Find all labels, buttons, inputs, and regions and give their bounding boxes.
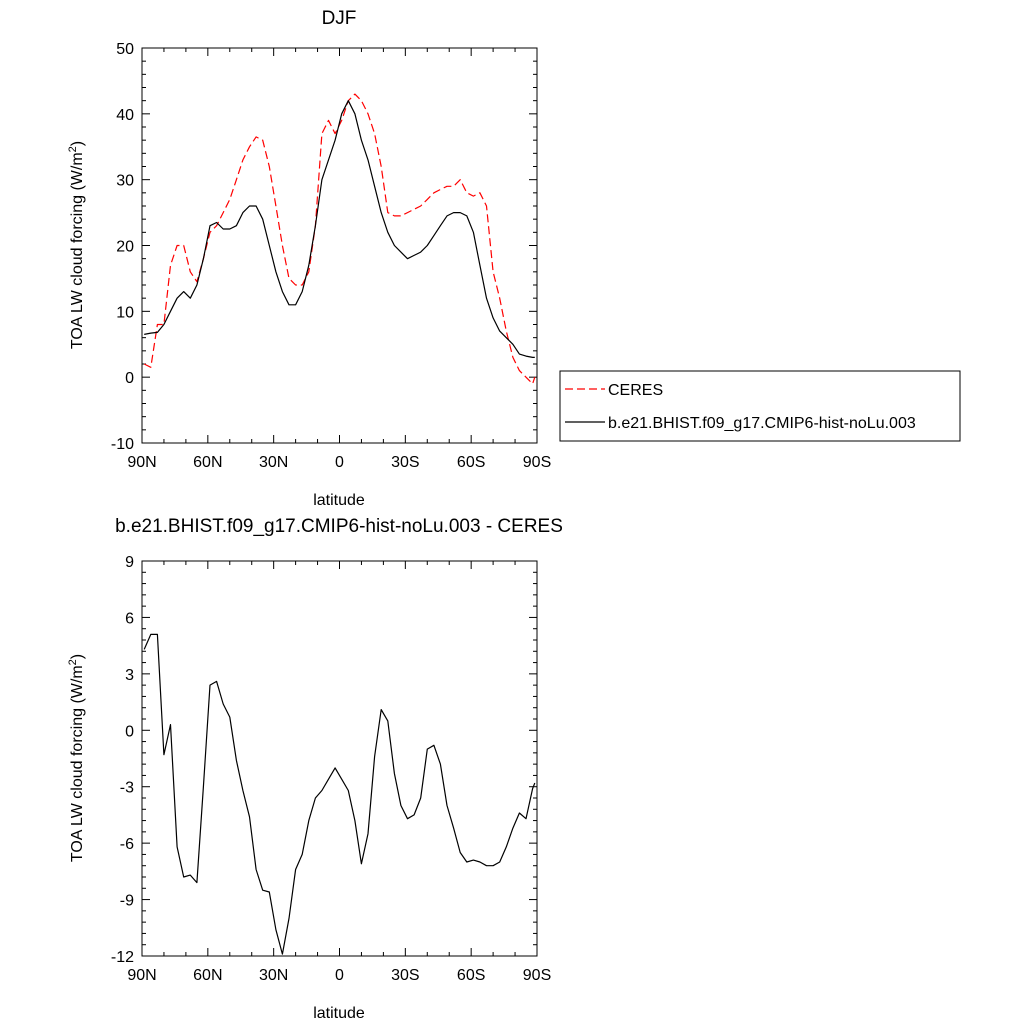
top-y-tick-label: -10	[111, 436, 134, 453]
legend: CERES b.e21.BHIST.f09_g17.CMIP6-hist-noL…	[559, 370, 961, 442]
top-series-line-1	[144, 100, 535, 358]
bottom-panel: b.e21.BHIST.f09_g17.CMIP6-hist-noLu.003 …	[67, 516, 563, 1022]
bottom-y-axis-label: TOA LW cloud forcing (W/m2)	[67, 654, 86, 862]
top-x-tick-label: 60N	[193, 454, 222, 471]
bottom-x-tick-label: 90N	[127, 967, 156, 984]
bottom-y-tick-label: -12	[111, 949, 134, 966]
bottom-y-tick-label: 9	[125, 554, 134, 571]
top-y-axis-label: TOA LW cloud forcing (W/m2)	[67, 141, 86, 349]
top-x-tick-label: 90N	[127, 454, 156, 471]
top-y-tick-label: 20	[116, 239, 134, 256]
bottom-x-tick-label: 30S	[391, 967, 419, 984]
top-x-tick-label: 30N	[259, 454, 288, 471]
bottom-plot-frame	[141, 560, 538, 957]
bottom-series-lines	[143, 633, 536, 955]
legend-box	[559, 370, 961, 442]
top-x-axis-label: latitude	[313, 492, 365, 509]
bottom-x-tick-label: 60N	[193, 967, 222, 984]
top-y-tick-label: 10	[116, 304, 134, 321]
bottom-y-tick-label: -6	[120, 836, 134, 853]
bottom-axes: -12 -9 -6 -3 0 3 6 9 90N 60N 30N 0 30S 60S 90S	[111, 554, 551, 984]
bottom-y-tick-label: -3	[120, 780, 134, 797]
bottom-x-tick-label: 0	[335, 967, 344, 984]
top-series-line-0	[143, 93, 536, 385]
bottom-x-tick-label: 60S	[457, 967, 485, 984]
top-series-lines	[143, 93, 536, 385]
bottom-x-axis-label: latitude	[313, 1005, 365, 1022]
top-axes: -10 0 10 20 30 40 50 90N 60N 30N 0 30S 60S 90S	[111, 41, 551, 471]
bottom-y-tick-label: -9	[120, 893, 134, 910]
top-plot-frame	[141, 47, 538, 444]
top-y-tick-label: 30	[116, 173, 134, 190]
bottom-series-line-0	[143, 633, 536, 955]
legend-label-model: b.e21.BHIST.f09_g17.CMIP6-hist-noLu.003	[608, 415, 916, 432]
top-x-tick-label: 30S	[391, 454, 419, 471]
top-y-tick-label: 40	[116, 107, 134, 124]
legend-label-ceres: CERES	[608, 382, 663, 399]
top-y-tick-label: 0	[125, 370, 134, 387]
bottom-x-tick-label: 90S	[523, 967, 551, 984]
bottom-y-tick-label: 6	[125, 610, 134, 627]
top-x-tick-label: 0	[335, 454, 344, 471]
bottom-y-tick-label: 0	[125, 723, 134, 740]
bottom-y-tick-label: 3	[125, 667, 134, 684]
bottom-chart-title: b.e21.BHIST.f09_g17.CMIP6-hist-noLu.003 …	[115, 516, 563, 537]
top-panel: DJF TOA LW cloud forcing (W/m2) latitude…	[67, 8, 961, 509]
top-y-tick-label: 50	[116, 41, 134, 58]
top-x-tick-label: 90S	[523, 454, 551, 471]
bottom-x-tick-label: 30N	[259, 967, 288, 984]
top-x-tick-label: 60S	[457, 454, 485, 471]
top-chart-title: DJF	[322, 8, 357, 29]
